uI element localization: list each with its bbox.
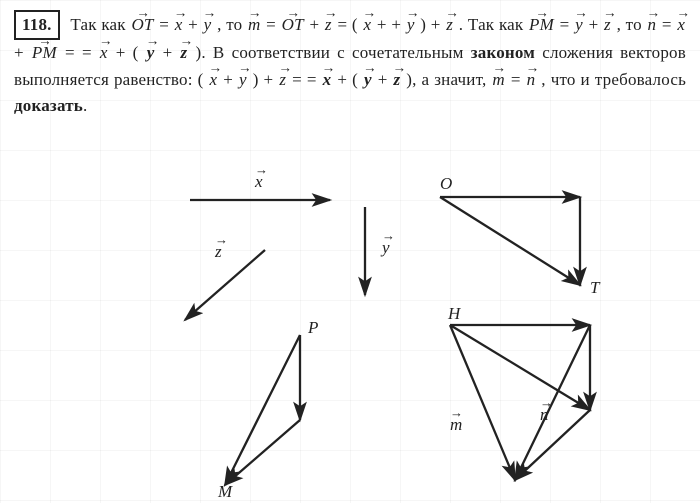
txt: . Так как xyxy=(459,15,528,34)
diagram-svg: →x→y→z→n→mOTPMH xyxy=(130,175,660,495)
vector-label-H_m: m xyxy=(450,415,462,434)
vector-label-H_n: n xyxy=(540,405,549,424)
vec-x: x xyxy=(208,67,218,93)
txt: = xyxy=(266,15,280,34)
vector-label-x: x xyxy=(254,172,263,191)
vector-H_diag xyxy=(515,410,590,480)
txt: ) + xyxy=(420,15,445,34)
txt: + xyxy=(163,43,180,62)
vec-x: x xyxy=(362,12,372,38)
vec-y: y xyxy=(203,12,213,38)
vector-z xyxy=(185,250,265,320)
txt: = xyxy=(159,15,173,34)
vec-m: m xyxy=(247,12,261,38)
txt: = xyxy=(511,70,526,89)
txt: = xyxy=(662,15,676,34)
txt: , что и требовалось xyxy=(541,70,686,89)
txt: . xyxy=(83,96,87,115)
vector-label-z: z xyxy=(214,242,222,261)
txt: ) + xyxy=(253,70,279,89)
vec-x: x xyxy=(676,12,686,38)
vec-OT: OT xyxy=(281,12,305,38)
solution-text: 118. Так как OT = x + y , то m = OT + z … xyxy=(14,10,686,119)
txt: ), а значит, xyxy=(406,70,491,89)
txt: + ( xyxy=(337,70,358,89)
vec-m: m xyxy=(491,67,505,93)
vec-x: x xyxy=(99,40,109,66)
vec-z: z xyxy=(180,40,189,66)
vec-z: z xyxy=(603,12,612,38)
txt: + xyxy=(378,70,393,89)
vec-PM: PM xyxy=(528,12,555,38)
txt: = xyxy=(292,70,307,89)
point-label-P: P xyxy=(307,318,318,337)
txt: = xyxy=(65,43,82,62)
vector-P_diag xyxy=(225,420,300,485)
vec-z: z xyxy=(445,12,454,38)
vec-z: z xyxy=(392,67,401,93)
vector-P_hyp xyxy=(225,335,300,485)
vec-y: y xyxy=(363,67,373,93)
txt: + xyxy=(589,15,603,34)
txt: = ( xyxy=(337,15,357,34)
txt: = xyxy=(560,15,574,34)
point-label-H: H xyxy=(447,304,462,323)
point-label-T: T xyxy=(590,278,601,297)
txt: + xyxy=(377,15,391,34)
txt: + xyxy=(14,43,31,62)
vector-OT_hyp xyxy=(440,197,580,285)
vec-n: n xyxy=(526,67,537,93)
txt: + xyxy=(223,70,238,89)
vec-x: x xyxy=(322,67,333,93)
txt: + xyxy=(188,15,202,34)
vec-y: y xyxy=(238,67,248,93)
vec-PM: PM xyxy=(31,40,58,66)
point-label-O: O xyxy=(440,174,452,193)
vec-n: n xyxy=(646,12,657,38)
vec-z: z xyxy=(324,12,333,38)
point-label-M: M xyxy=(217,482,233,501)
vector-diagram: →x→y→z→n→mOTPMH xyxy=(130,175,660,495)
txt: , то xyxy=(217,15,247,34)
vector-label-y: y xyxy=(380,238,390,257)
txt: , то xyxy=(617,15,647,34)
vec-z: z xyxy=(278,67,287,93)
txt: + xyxy=(309,15,323,34)
vec-y: y xyxy=(146,40,156,66)
vec-y: y xyxy=(406,12,416,38)
txt-prove: доказать xyxy=(14,96,83,115)
vector-H_m xyxy=(450,325,515,480)
vec-y: y xyxy=(574,12,584,38)
txt: + ( xyxy=(116,43,139,62)
